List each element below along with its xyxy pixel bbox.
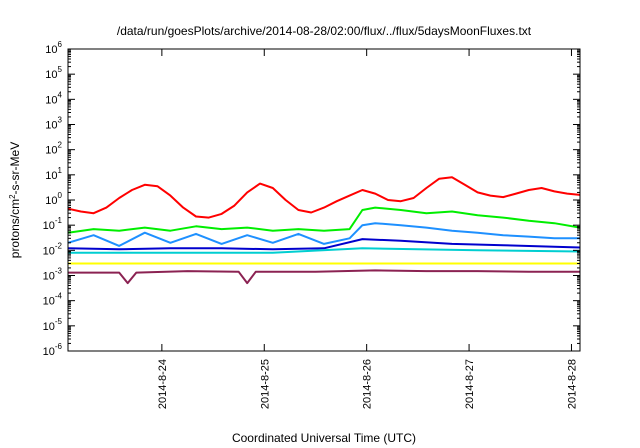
y-axis-title: protons/cm2-s-sr-MeV [8,142,23,258]
series-line-7 [68,269,580,285]
x-tick-label: 2014-8-25 [259,359,271,409]
series-layer [67,176,581,285]
chart-title: /data/run/goesPlots/archive/2014-08-28/0… [117,24,532,38]
y-tick-label: 10-4 [43,292,63,308]
y-tick-label: 101 [45,166,62,182]
series-line-2 [67,206,581,234]
y-tick-label: 10-6 [43,342,63,358]
y-tick-label: 102 [45,141,62,157]
y-tick-label: 10-1 [43,216,63,232]
y-tick-label: 104 [45,90,62,106]
x-axis-title: Coordinated Universal Time (UTC) [232,431,416,445]
series-line-1 [67,176,581,219]
y-tick-label: 10-2 [43,241,63,257]
series-line-5 [68,247,581,254]
x-tick-label: 2014-8-26 [362,359,374,409]
y-tick-label: 105 [45,65,62,81]
series-line-3 [67,222,580,247]
y-axis-title-superscript: 2 [8,194,17,199]
y-axis-title-suffix: -s-sr-MeV [8,142,22,195]
y-tick-label: 10-5 [43,317,63,333]
x-tick-label: 2014-8-24 [157,359,169,409]
series-line-4 [67,238,581,251]
y-tick-label: 100 [45,191,62,207]
y-tick-label: 106 [45,40,62,56]
x-tick-label: 2014-8-27 [464,359,476,409]
plot-frame [67,48,581,352]
y-tick-label: 10-3 [43,267,63,283]
y-tick-label: 103 [45,116,62,132]
x-tick-label: 2014-8-28 [566,359,578,409]
y-axis-title-prefix: protons/cm [8,199,22,258]
